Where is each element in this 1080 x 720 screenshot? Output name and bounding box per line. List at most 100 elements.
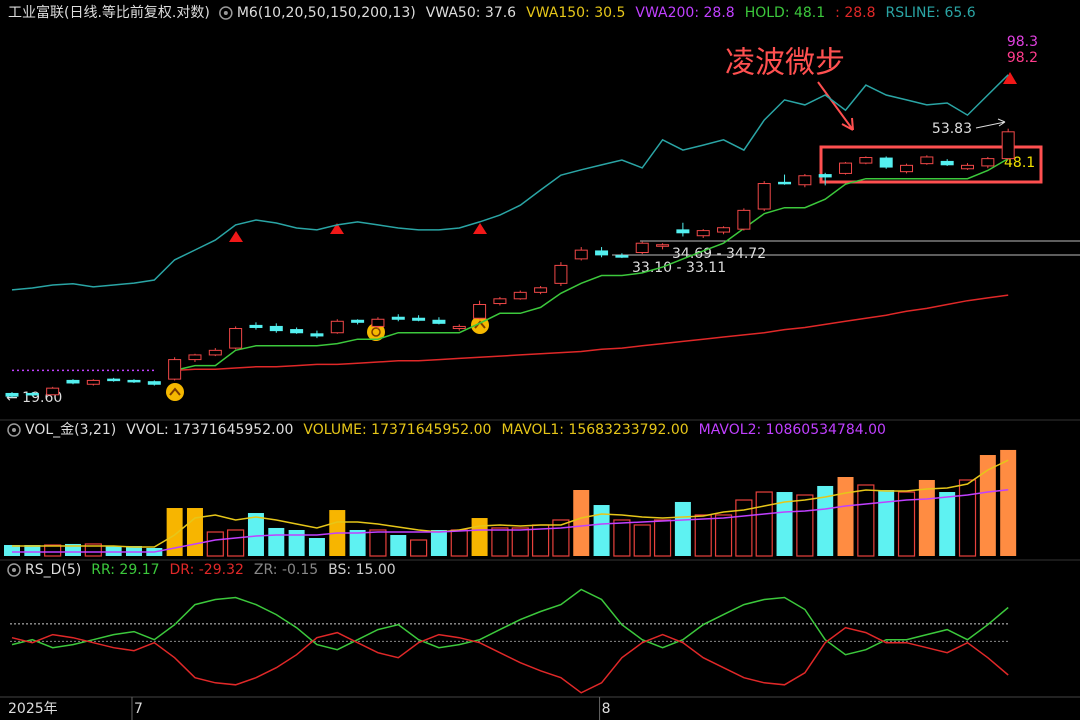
candle-body <box>371 318 385 327</box>
x-tick-label: 8 <box>602 701 611 717</box>
legend-label: VWA150: 30.5 <box>526 5 625 21</box>
annotation: 98.3 <box>1007 34 1038 50</box>
coin-icon <box>367 323 385 341</box>
legend-label: M6(10,20,50,150,200,13) <box>237 5 416 21</box>
legend-label: VWA50: 37.6 <box>426 5 516 21</box>
candle-body <box>615 255 629 258</box>
candle-body <box>798 175 812 186</box>
volume-bar <box>206 531 224 557</box>
candle-body <box>554 264 568 284</box>
signal-triangle <box>229 231 243 242</box>
legend-label: VOLUME: 17371645952.00 <box>303 422 491 438</box>
legend-label: DR: -29.32 <box>170 562 244 578</box>
candle-body <box>310 333 324 337</box>
menu-icon <box>219 6 233 20</box>
series-line <box>11 626 1009 694</box>
volume-bar <box>44 544 62 557</box>
volume-bar <box>694 514 712 557</box>
candle-body <box>717 227 731 233</box>
volume-bar <box>471 518 488 556</box>
candle-body <box>412 317 426 321</box>
legend-label: VVOL: 17371645952.00 <box>126 422 293 438</box>
candle-body <box>452 325 466 330</box>
highlight-box <box>819 145 1043 184</box>
volume-bar <box>857 484 875 557</box>
legend-label: 工业富联(日线.等比前复权.对数) <box>8 4 210 21</box>
annotation: 34.69 - 34.72 <box>672 246 766 262</box>
volume-bar <box>1000 449 1017 556</box>
candle-body <box>920 156 934 165</box>
volume-bar <box>166 508 183 556</box>
candle-body <box>574 249 588 260</box>
candle-body <box>127 379 141 383</box>
legend-label: RR: 29.17 <box>91 562 159 578</box>
legend-label: VOL_金(3,21) <box>25 422 116 438</box>
annotation: 98.2 <box>1007 50 1038 66</box>
signal-triangle <box>473 223 487 234</box>
candle-body <box>839 162 853 174</box>
signal-triangle <box>1003 72 1017 84</box>
candle-body <box>676 229 690 234</box>
volume-bar <box>918 479 935 556</box>
candle-body <box>534 287 548 293</box>
x-tick-label: 2025年 <box>8 701 58 717</box>
candle-body <box>859 157 873 164</box>
series-line <box>174 157 1009 372</box>
candle-body <box>981 158 995 167</box>
menu-icon <box>223 11 228 15</box>
volume-bar <box>450 529 468 557</box>
candle-body <box>208 349 222 356</box>
legend-label: RSLINE: 65.6 <box>886 5 976 21</box>
volume-bar <box>796 494 814 557</box>
volume-bar <box>776 492 793 556</box>
volume-bar <box>878 490 895 556</box>
volume-bar <box>958 479 977 557</box>
volume-bar <box>308 537 325 556</box>
series-line <box>11 74 1009 291</box>
candle-body <box>656 244 670 247</box>
candle-body <box>696 230 710 237</box>
volume-bar <box>633 524 651 557</box>
candle-body <box>330 320 344 334</box>
volume-bar <box>369 529 387 557</box>
candle-body <box>229 328 243 349</box>
annotation: 凌波微步 <box>725 46 845 81</box>
annotation-arrow <box>817 81 854 131</box>
volume-bar <box>817 485 834 556</box>
candle-body <box>391 316 405 320</box>
candle-body <box>290 329 304 334</box>
annotation: 53.83 <box>932 121 972 137</box>
volume-bar <box>511 527 529 557</box>
volume-bar <box>735 499 753 557</box>
candle-body <box>900 164 914 173</box>
series-line <box>174 294 1009 372</box>
candle-body <box>25 392 39 396</box>
menu-icon <box>12 568 16 572</box>
legend-label: MAVOL2: 10860534784.00 <box>699 422 886 438</box>
candle-body <box>493 298 507 305</box>
candle-body <box>778 181 792 185</box>
volume-bar <box>4 545 20 556</box>
candle-body <box>107 378 121 382</box>
candle-body <box>168 359 182 380</box>
legend-label: RS_D(5) <box>25 562 81 578</box>
candle-body <box>147 381 161 385</box>
legend-label: MAVOL1: 15683233792.00 <box>501 422 688 438</box>
volume-bar <box>125 545 142 556</box>
menu-icon <box>7 563 21 577</box>
candle-body <box>595 250 609 256</box>
menu-icon <box>12 428 16 432</box>
legend-label: ZR: -0.15 <box>254 562 318 578</box>
volume-bar <box>573 490 590 556</box>
series-line <box>12 459 1009 548</box>
candle-body <box>66 379 80 384</box>
volume-bar <box>593 505 610 556</box>
candle-body <box>635 242 649 254</box>
buy-icon <box>166 383 184 401</box>
volume-bar <box>979 455 996 556</box>
legend-label: : 28.8 <box>835 5 875 21</box>
candle-body <box>86 379 100 385</box>
candle-body <box>1001 131 1015 160</box>
